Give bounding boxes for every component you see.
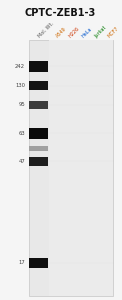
Text: H226: H226 <box>68 26 81 39</box>
Bar <box>29 40 113 296</box>
Bar <box>100 40 113 296</box>
Bar <box>29 61 48 72</box>
Text: 130: 130 <box>15 83 25 88</box>
Text: A549: A549 <box>55 26 68 39</box>
Text: 63: 63 <box>19 131 25 136</box>
Bar <box>62 40 75 296</box>
Bar <box>29 146 48 151</box>
Text: CPTC-ZEB1-3: CPTC-ZEB1-3 <box>25 8 96 18</box>
Text: 242: 242 <box>15 64 25 69</box>
Bar <box>29 101 48 109</box>
Text: MCF7: MCF7 <box>107 26 120 39</box>
Bar <box>29 258 48 268</box>
Text: 17: 17 <box>19 260 25 266</box>
Bar <box>49 40 62 296</box>
Bar <box>75 40 87 296</box>
Bar <box>87 40 100 296</box>
Bar <box>29 128 48 139</box>
Text: Mol. Wt.: Mol. Wt. <box>37 21 54 39</box>
Bar <box>29 157 48 166</box>
Text: 47: 47 <box>19 159 25 164</box>
Text: Jurkat: Jurkat <box>94 25 108 39</box>
Bar <box>29 81 48 90</box>
Text: 95: 95 <box>19 103 25 107</box>
Text: HeLa: HeLa <box>81 26 93 39</box>
